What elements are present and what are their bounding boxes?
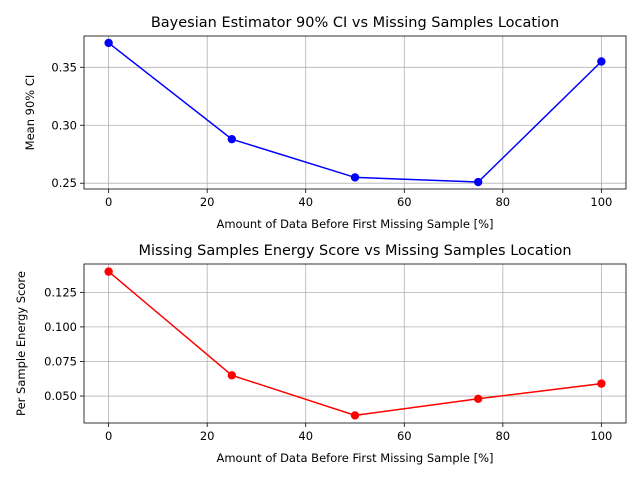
energy-data-point: [473, 394, 483, 404]
energy-y-tick-label: 0.050: [44, 389, 77, 403]
ci-x-axis-label: Amount of Data Before First Missing Samp…: [216, 217, 493, 231]
ci-x-tick-label: 40: [298, 195, 313, 209]
energy-data-point: [597, 379, 606, 388]
chart-energy-score: 0 20 40 60 80 100 0.050 0.075 0.100 0.125 Missing …: [14, 243, 627, 465]
energy-y-tick-label: 0.075: [44, 354, 77, 368]
ci-y-tick-label: 0.30: [51, 118, 77, 132]
ci-series-line: [108, 42, 602, 183]
ci-data-point: [597, 57, 606, 66]
chart-ci: 0 20 40 60 80 100 0.25 0.30 0.35 Bayesian Estimat…: [23, 15, 627, 231]
energy-x-axis-label: Amount of Data Before First Missing Samp…: [216, 451, 493, 465]
energy-x-tick-label: 100: [590, 429, 612, 443]
energy-x-tick-label: 40: [298, 429, 313, 443]
ci-y-tick-label: 0.25: [51, 176, 77, 190]
ci-data-point: [473, 177, 483, 187]
ci-y-axis-label: Mean 90% CI: [23, 75, 37, 151]
ci-plot-frame: [83, 35, 627, 190]
ci-x-tick-label: 60: [397, 195, 412, 209]
ci-x-tick-label: 20: [200, 195, 215, 209]
ci-data-point: [104, 38, 113, 48]
ci-chart-title: Bayesian Estimator 90% CI vs Missing Sam…: [151, 15, 559, 31]
energy-y-tick-label: 0.125: [44, 285, 77, 299]
ci-x-tick-label: 100: [590, 195, 612, 209]
ci-y-tick-label: 0.35: [51, 60, 77, 74]
energy-x-tick-label: 20: [200, 429, 215, 443]
energy-data-point: [104, 267, 113, 276]
energy-series-line: [108, 271, 602, 417]
ci-data-point: [227, 134, 237, 144]
energy-plot-frame: [83, 263, 627, 424]
ci-x-tick-label: 0: [105, 195, 112, 209]
energy-data-point: [350, 411, 360, 420]
energy-x-tick-label: 80: [495, 429, 510, 443]
ci-x-tick-label: 80: [495, 195, 510, 209]
ci-data-point: [350, 173, 360, 182]
energy-y-tick-label: 0.100: [44, 320, 77, 334]
energy-chart-title: Missing Samples Energy Score vs Missing …: [138, 243, 571, 259]
energy-x-tick-label: 0: [105, 429, 112, 443]
energy-x-tick-label: 60: [397, 429, 412, 443]
energy-data-point: [227, 371, 237, 380]
energy-y-axis-label: Per Sample Energy Score: [14, 271, 28, 416]
